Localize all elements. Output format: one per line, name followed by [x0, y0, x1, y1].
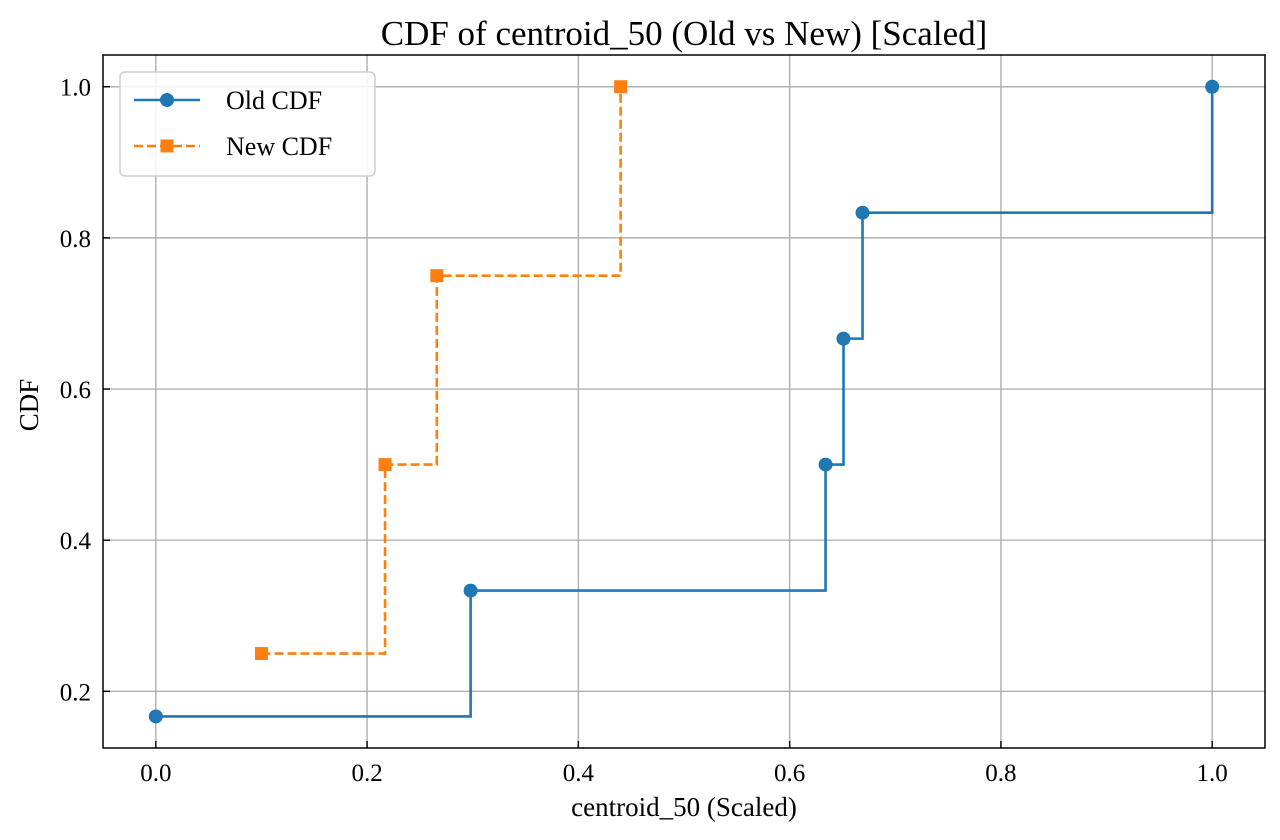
new-cdf-marker — [430, 269, 444, 283]
y-tick-label: 0.2 — [60, 679, 91, 706]
legend-old-cdf-label: Old CDF — [226, 86, 322, 115]
old-cdf-marker — [836, 331, 851, 346]
chart-legend: Old CDF New CDF — [119, 71, 376, 177]
x-tick-label: 1.0 — [1197, 760, 1228, 787]
x-tick-label: 0.8 — [985, 760, 1016, 787]
old-cdf-marker — [855, 205, 870, 220]
y-axis-label: CDF — [14, 379, 44, 432]
x-tick-label: 0.6 — [774, 760, 805, 787]
y-tick-label: 0.4 — [60, 528, 92, 555]
axis-ticks: 0.0 0.2 0.4 0.6 0.8 1.0 0.2 0.4 0.6 0.8 1.0 — [60, 75, 1228, 787]
x-tick-label: 0.0 — [140, 760, 171, 787]
old-cdf-step-line — [155, 86, 1214, 718]
old-cdf-series — [148, 79, 1220, 724]
legend-old-cdf-marker — [160, 93, 174, 107]
x-tick-label: 0.2 — [351, 760, 382, 787]
new-cdf-step-line — [261, 86, 622, 655]
y-tick-label: 0.6 — [60, 377, 91, 404]
grid-lines — [103, 55, 1265, 748]
new-cdf-series — [254, 80, 628, 661]
legend-new-cdf-label: New CDF — [226, 132, 332, 161]
old-cdf-marker — [463, 583, 478, 598]
series-lines — [148, 79, 1220, 724]
new-cdf-marker — [378, 458, 392, 472]
new-cdf-marker — [254, 647, 268, 661]
old-cdf-marker — [1205, 79, 1220, 94]
y-tick-label: 1.0 — [60, 75, 91, 102]
old-cdf-marker — [818, 457, 833, 472]
new-cdf-marker — [614, 80, 628, 94]
legend-new-cdf-marker — [160, 139, 174, 153]
x-tick-label: 0.4 — [563, 760, 595, 787]
legend-box — [119, 71, 376, 177]
x-axis-label: centroid_50 (Scaled) — [571, 792, 797, 822]
chart-title: CDF of centroid_50 (Old vs New) [Scaled] — [381, 14, 988, 53]
y-tick-label: 0.8 — [60, 226, 91, 253]
plot-area-frame — [102, 54, 1266, 749]
old-cdf-marker — [148, 709, 163, 724]
